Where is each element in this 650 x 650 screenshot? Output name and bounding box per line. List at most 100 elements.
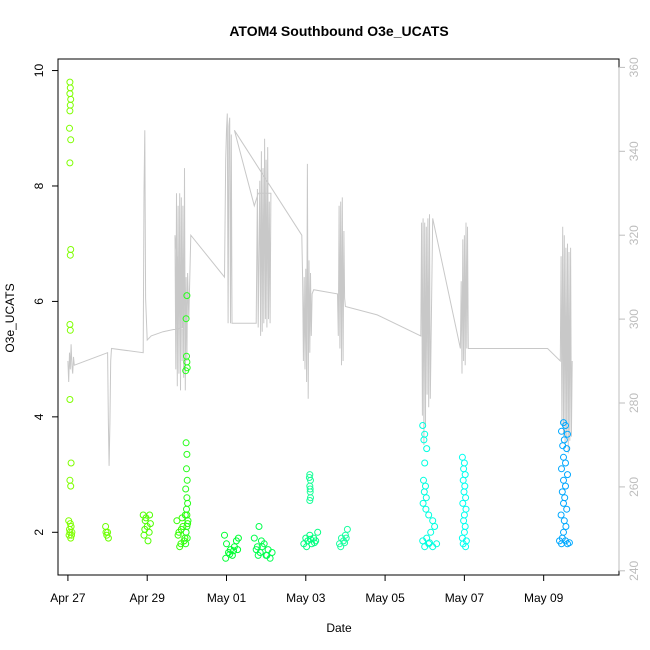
data-point	[66, 251, 74, 259]
data-point	[459, 499, 467, 507]
data-point	[174, 531, 182, 539]
data-point	[307, 535, 314, 543]
data-point	[66, 321, 74, 328]
data-point	[459, 476, 467, 484]
y-tick-label: 10	[32, 64, 46, 78]
data-point	[462, 494, 470, 502]
data-point	[183, 505, 190, 513]
data-point	[183, 450, 191, 458]
y-axis-right: 240 260 280 300 320 340 360	[618, 57, 641, 581]
data-point	[420, 488, 428, 496]
data-point	[144, 537, 152, 545]
data-point	[342, 534, 350, 542]
scatter-points	[65, 78, 573, 562]
x-tick-label: Apr 27	[50, 591, 86, 605]
x-tick-label: May 07	[445, 591, 485, 605]
y2-tick-label: 360	[627, 57, 641, 77]
data-point	[66, 124, 73, 132]
data-point	[255, 523, 263, 530]
data-point	[461, 471, 469, 479]
data-point	[176, 543, 184, 551]
y2-tick-label: 340	[627, 141, 641, 161]
data-point	[263, 551, 271, 559]
data-point	[337, 543, 345, 551]
chart-title: ATOM4 Southbound O3e_UCATS	[229, 23, 448, 39]
y2-tick-label: 320	[627, 225, 641, 245]
data-point	[560, 436, 568, 444]
data-point	[558, 427, 565, 435]
data-point	[421, 459, 429, 467]
data-point	[419, 422, 427, 429]
data-point	[560, 476, 567, 484]
data-point	[181, 511, 189, 519]
data-point	[429, 517, 437, 525]
data-point	[460, 459, 468, 467]
data-point	[341, 539, 349, 547]
data-point	[67, 136, 75, 144]
data-point	[427, 528, 435, 536]
data-point	[66, 101, 74, 109]
data-point	[268, 549, 276, 556]
data-point	[182, 528, 190, 536]
data-point	[558, 488, 566, 496]
data-point	[67, 95, 75, 103]
data-point	[560, 517, 568, 525]
data-point	[183, 494, 191, 502]
data-point	[184, 499, 192, 507]
data-point	[253, 543, 261, 551]
data-point	[307, 494, 314, 502]
data-point	[234, 546, 242, 554]
data-point	[560, 499, 567, 507]
data-point	[421, 543, 429, 551]
data-point	[560, 528, 567, 536]
y-tick-label: 4	[32, 413, 46, 420]
y-axis-label: O3e_UCATS	[3, 283, 17, 352]
data-point	[419, 499, 427, 507]
x-tick-label: May 03	[286, 591, 326, 605]
data-point	[223, 540, 230, 548]
data-point	[556, 537, 563, 545]
data-point	[66, 159, 74, 167]
data-point	[183, 364, 191, 372]
data-point	[146, 520, 154, 528]
data-point	[305, 474, 313, 481]
data-point	[563, 445, 571, 453]
data-point	[230, 547, 238, 555]
data-point	[66, 326, 74, 334]
data-point	[462, 543, 470, 551]
data-point	[420, 476, 427, 484]
data-point	[460, 511, 468, 519]
data-point	[183, 465, 190, 473]
data-point	[460, 517, 468, 525]
x-axis-label: Date	[326, 621, 352, 635]
x-tick-label: May 05	[365, 591, 405, 605]
data-point	[66, 528, 74, 536]
data-point	[182, 315, 190, 323]
data-point	[221, 531, 228, 539]
data-point	[183, 476, 191, 484]
data-point	[565, 539, 573, 547]
y2-tick-label: 260	[627, 477, 641, 497]
data-point	[564, 430, 571, 438]
data-point	[460, 528, 468, 536]
y2-tick-label: 280	[627, 393, 641, 413]
gray-trace-line	[67, 113, 573, 466]
data-point	[314, 528, 322, 536]
gray-trace-polyline	[67, 113, 573, 466]
data-point	[182, 439, 190, 447]
data-point	[146, 511, 154, 519]
data-point	[458, 453, 466, 461]
data-point	[422, 482, 429, 490]
data-point	[140, 531, 148, 539]
data-point	[66, 78, 74, 86]
data-point	[67, 246, 75, 253]
data-point	[257, 537, 265, 545]
data-point	[564, 471, 571, 479]
y2-tick-label: 300	[627, 309, 641, 329]
data-point	[562, 482, 569, 490]
data-point	[422, 494, 430, 502]
data-point	[306, 485, 314, 493]
x-axis: Apr 27 Apr 29 May 01 May 03 May 05 May 07 May …	[50, 574, 564, 605]
data-point	[433, 540, 441, 548]
data-point	[461, 523, 469, 530]
